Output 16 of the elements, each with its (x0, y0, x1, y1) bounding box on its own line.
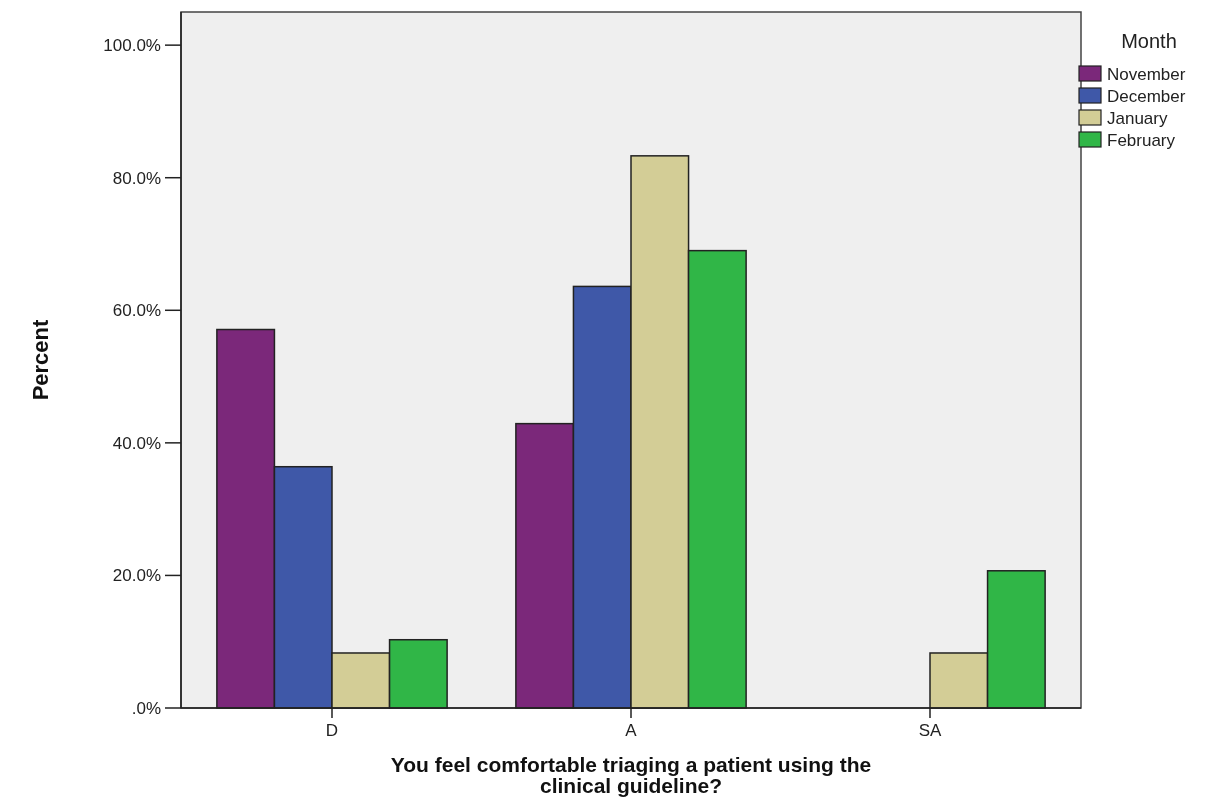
y-axis-title: Percent (28, 318, 53, 401)
y-tick-label: .0% (131, 698, 161, 718)
y-tick-label: 60.0% (112, 301, 161, 321)
y-tick-label: 100.0% (103, 36, 161, 56)
legend-label: January (1107, 108, 1168, 128)
y-tick-label: 20.0% (112, 566, 161, 586)
x-tick-label: D (325, 721, 339, 740)
legend-label: November (1107, 64, 1186, 84)
legend-label: February (1107, 130, 1176, 150)
x-tick-label: SA (918, 721, 942, 740)
legend-label: December (1107, 86, 1186, 106)
x-axis-title: You feel comfortable triaging a patient using the clinical guideline? (390, 753, 872, 797)
legend-title: Month (1121, 30, 1177, 52)
y-tick-label: 40.0% (112, 433, 161, 453)
x-tick-label: A (625, 721, 638, 740)
y-tick-label: 80.0% (112, 168, 161, 188)
